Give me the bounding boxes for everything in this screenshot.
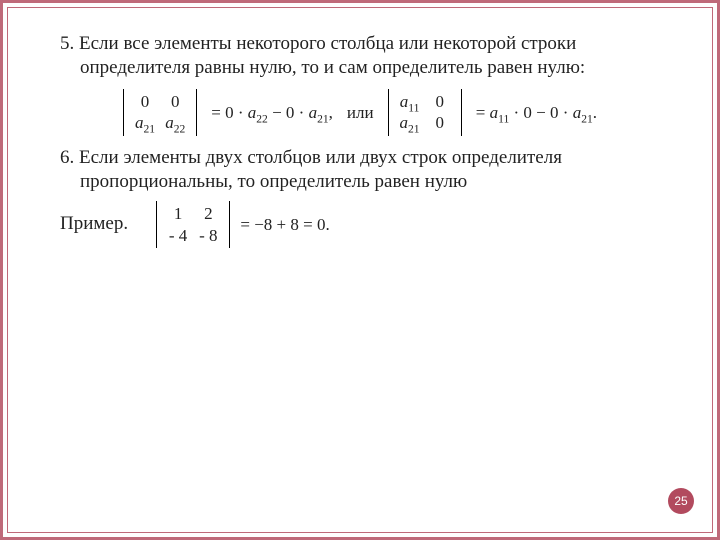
item-6-text: 6. Если элементы двух столбцов или двух … [36,146,684,195]
outer-frame: 5. Если все элементы некоторого столбца … [0,0,720,540]
example-det: 1 2 - 4 - 8 [156,201,230,249]
ex-r1c2: 2 [195,203,221,225]
ex-r2c2: - 8 [195,225,221,247]
example-row: Пример. 1 2 - 4 - 8 [36,201,684,249]
detB-r2c1: a21 [397,112,423,134]
ex-r2c1: - 4 [165,225,191,247]
ex-r1c1: 1 [165,203,191,225]
detA-r2c1: a21 [132,112,158,134]
detB-r1c2: 0 [427,91,453,113]
slide-content: 5. Если все элементы некоторого столбца … [36,32,684,248]
detB-r2c2: 0 [427,112,453,134]
detA-r1c2: 0 [162,91,188,113]
formula-b-rhs: = a11 · 0 − 0 · a21. [476,102,597,124]
example-label: Пример. [36,212,128,236]
detA-r1c1: 0 [132,91,158,113]
item-5-text: 5. Если все элементы некоторого столбца … [36,32,684,81]
example-math: 1 2 - 4 - 8 = −8 + 8 = 0. [156,201,330,249]
inner-frame: 5. Если все элементы некоторого столбца … [7,7,713,533]
formula-a-rhs: = 0 · a22 − 0 · a21, [211,102,333,124]
or-word: или [347,102,374,124]
formula-row-1: 0 0 a21 a22 = 0 · a22 − 0 · a21, или [36,89,684,137]
determinant-a: 0 0 a21 a22 [123,89,197,137]
detB-r1c1: a11 [397,91,423,113]
detA-r2c2: a22 [162,112,188,134]
example-rhs: = −8 + 8 = 0. [240,214,329,236]
page-number-badge: 25 [668,488,694,514]
determinant-b: a11 0 a21 0 [388,89,462,137]
